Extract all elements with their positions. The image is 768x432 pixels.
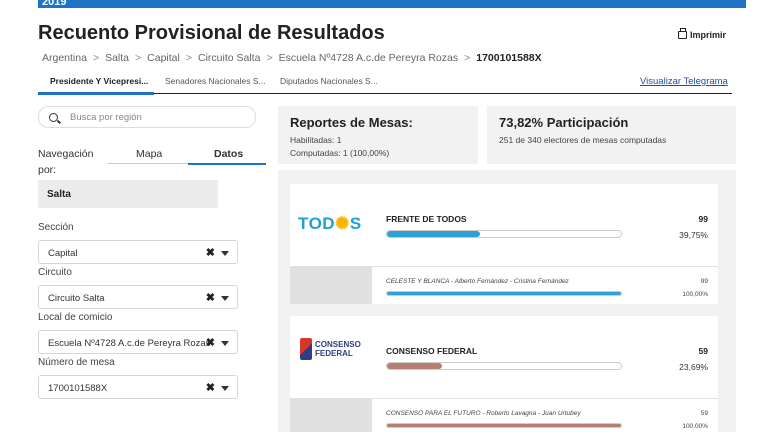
breadcrumb-item[interactable]: Argentina — [42, 52, 87, 64]
top-bar: 2019 — [38, 0, 746, 8]
nav-label: Navegación por: — [38, 148, 94, 176]
list-name: CELESTE Y BLANCA - Alberto Fernández - C… — [386, 278, 569, 285]
list-percent: 100,00% — [682, 291, 708, 298]
breadcrumb-current: 1700101588X — [476, 52, 542, 64]
category-tabs: Presidente Y Vicepresi... Senadores Naci… — [38, 72, 732, 95]
breadcrumb-item[interactable]: Circuito Salta — [198, 52, 261, 64]
active-tab-indicator — [38, 92, 154, 95]
breadcrumb-item[interactable]: Salta — [105, 52, 130, 64]
clear-icon[interactable]: ✖ — [205, 337, 215, 349]
print-label: Imprimir — [690, 30, 727, 40]
party-bar — [386, 362, 622, 370]
select-value: Capital — [48, 248, 78, 259]
party-bar-fill — [387, 231, 480, 237]
visualizar-telegrama-link[interactable]: Visualizar Telegrama — [640, 76, 728, 87]
party-percent: 23,69% — [679, 362, 708, 372]
field-label-seccion: Sección — [38, 222, 74, 233]
party-row: TOD✺S FRENTE DE TODOS 99 39,75% — [290, 184, 718, 266]
list-percent: 100,00% — [682, 423, 708, 430]
printer-icon — [678, 28, 687, 39]
reportes-computadas: Computadas: 1 (100,00%) — [290, 148, 390, 158]
list-name: CONSENSO PARA EL FUTURO - Roberto Lavagn… — [386, 410, 581, 417]
party-logo-consenso: CONSENSO FEDERAL — [300, 338, 361, 360]
breadcrumb-item[interactable]: Capital — [147, 52, 180, 64]
participacion-detail: 251 de 340 electores de mesas computadas — [499, 135, 667, 145]
party-bar-fill — [387, 363, 443, 369]
search-icon — [49, 112, 58, 122]
select-value: Escuela Nº4728 A.c.de Pereyra Rozas — [48, 338, 211, 349]
participacion-card: 73,82% Participación 251 de 340 electore… — [487, 106, 736, 164]
select-circuito[interactable]: Circuito Salta ✖ — [38, 285, 238, 309]
clear-icon[interactable]: ✖ — [205, 247, 215, 259]
tab-diputados[interactable]: Diputados Nacionales S... — [280, 76, 378, 86]
party-percent: 39,75% — [679, 230, 708, 240]
reportes-title: Reportes de Mesas: — [290, 115, 413, 130]
tab-senadores[interactable]: Senadores Nacionales S... — [165, 76, 266, 86]
field-label-circuito: Circuito — [38, 267, 72, 278]
select-local[interactable]: Escuela Nº4728 A.c.de Pereyra Rozas ✖ — [38, 330, 238, 354]
party-votes: 59 — [698, 346, 708, 356]
party-logo-todos: TOD✺S — [298, 214, 362, 233]
candidate-photo — [290, 399, 372, 432]
party-name: FRENTE DE TODOS — [386, 214, 467, 224]
results-panel: TOD✺S FRENTE DE TODOS 99 39,75% CELESTE … — [278, 170, 736, 432]
party-name: CONSENSO FEDERAL — [386, 346, 478, 356]
list-row: CELESTE Y BLANCA - Alberto Fernández - C… — [290, 266, 718, 304]
select-value: 1700101588X — [48, 383, 108, 394]
year-label: 2019 — [42, 0, 67, 8]
field-label-local: Local de comicio — [38, 312, 113, 323]
participacion-title: 73,82% Participación — [499, 115, 629, 130]
chevron-down-icon[interactable] — [221, 386, 229, 391]
field-label-mesa: Número de mesa — [38, 357, 115, 368]
consenso-logo-text: CONSENSO FEDERAL — [315, 340, 361, 358]
nav-option-datos[interactable]: Datos — [214, 148, 244, 160]
nav-active-indicator — [188, 163, 266, 165]
select-seccion[interactable]: Capital ✖ — [38, 240, 238, 264]
selected-region[interactable]: Salta — [38, 180, 218, 208]
candidate-photo — [290, 267, 372, 304]
list-row: CONSENSO PARA EL FUTURO - Roberto Lavagn… — [290, 398, 718, 432]
chevron-down-icon[interactable] — [221, 296, 229, 301]
list-bar — [386, 423, 622, 428]
page-title: Recuento Provisional de Resultados — [38, 22, 385, 44]
print-button[interactable]: Imprimir — [678, 28, 727, 40]
reportes-card: Reportes de Mesas: Habilitadas: 1 Comput… — [278, 106, 478, 164]
clear-icon[interactable]: ✖ — [205, 382, 215, 394]
select-value: Circuito Salta — [48, 293, 105, 304]
clear-icon[interactable]: ✖ — [205, 292, 215, 304]
chevron-down-icon[interactable] — [221, 251, 229, 256]
breadcrumb-item[interactable]: Escuela Nº4728 A.c.de Pereyra Rozas — [278, 52, 459, 64]
nav-option-mapa[interactable]: Mapa — [136, 148, 163, 160]
list-votes: 99 — [700, 278, 708, 285]
breadcrumb: Argentina > Salta > Capital > Circuito Salt… — [42, 52, 542, 64]
party-bar — [386, 230, 622, 238]
reportes-habilitadas: Habilitadas: 1 — [290, 135, 342, 145]
select-mesa[interactable]: 1700101588X ✖ — [38, 375, 238, 399]
consenso-mark-icon — [300, 338, 312, 360]
search-box[interactable] — [38, 106, 256, 128]
list-bar — [386, 291, 622, 296]
party-votes: 99 — [698, 214, 708, 224]
party-row: CONSENSO FEDERAL CONSENSO FEDERAL 59 23,6… — [290, 316, 718, 398]
nav-toggle: Mapa Datos — [108, 148, 266, 165]
list-bar-fill — [387, 292, 621, 295]
tab-presidente[interactable]: Presidente Y Vicepresi... — [50, 76, 149, 86]
search-input[interactable] — [70, 111, 240, 123]
list-votes: 59 — [700, 410, 708, 417]
list-bar-fill — [387, 424, 621, 427]
chevron-down-icon[interactable] — [221, 341, 229, 346]
